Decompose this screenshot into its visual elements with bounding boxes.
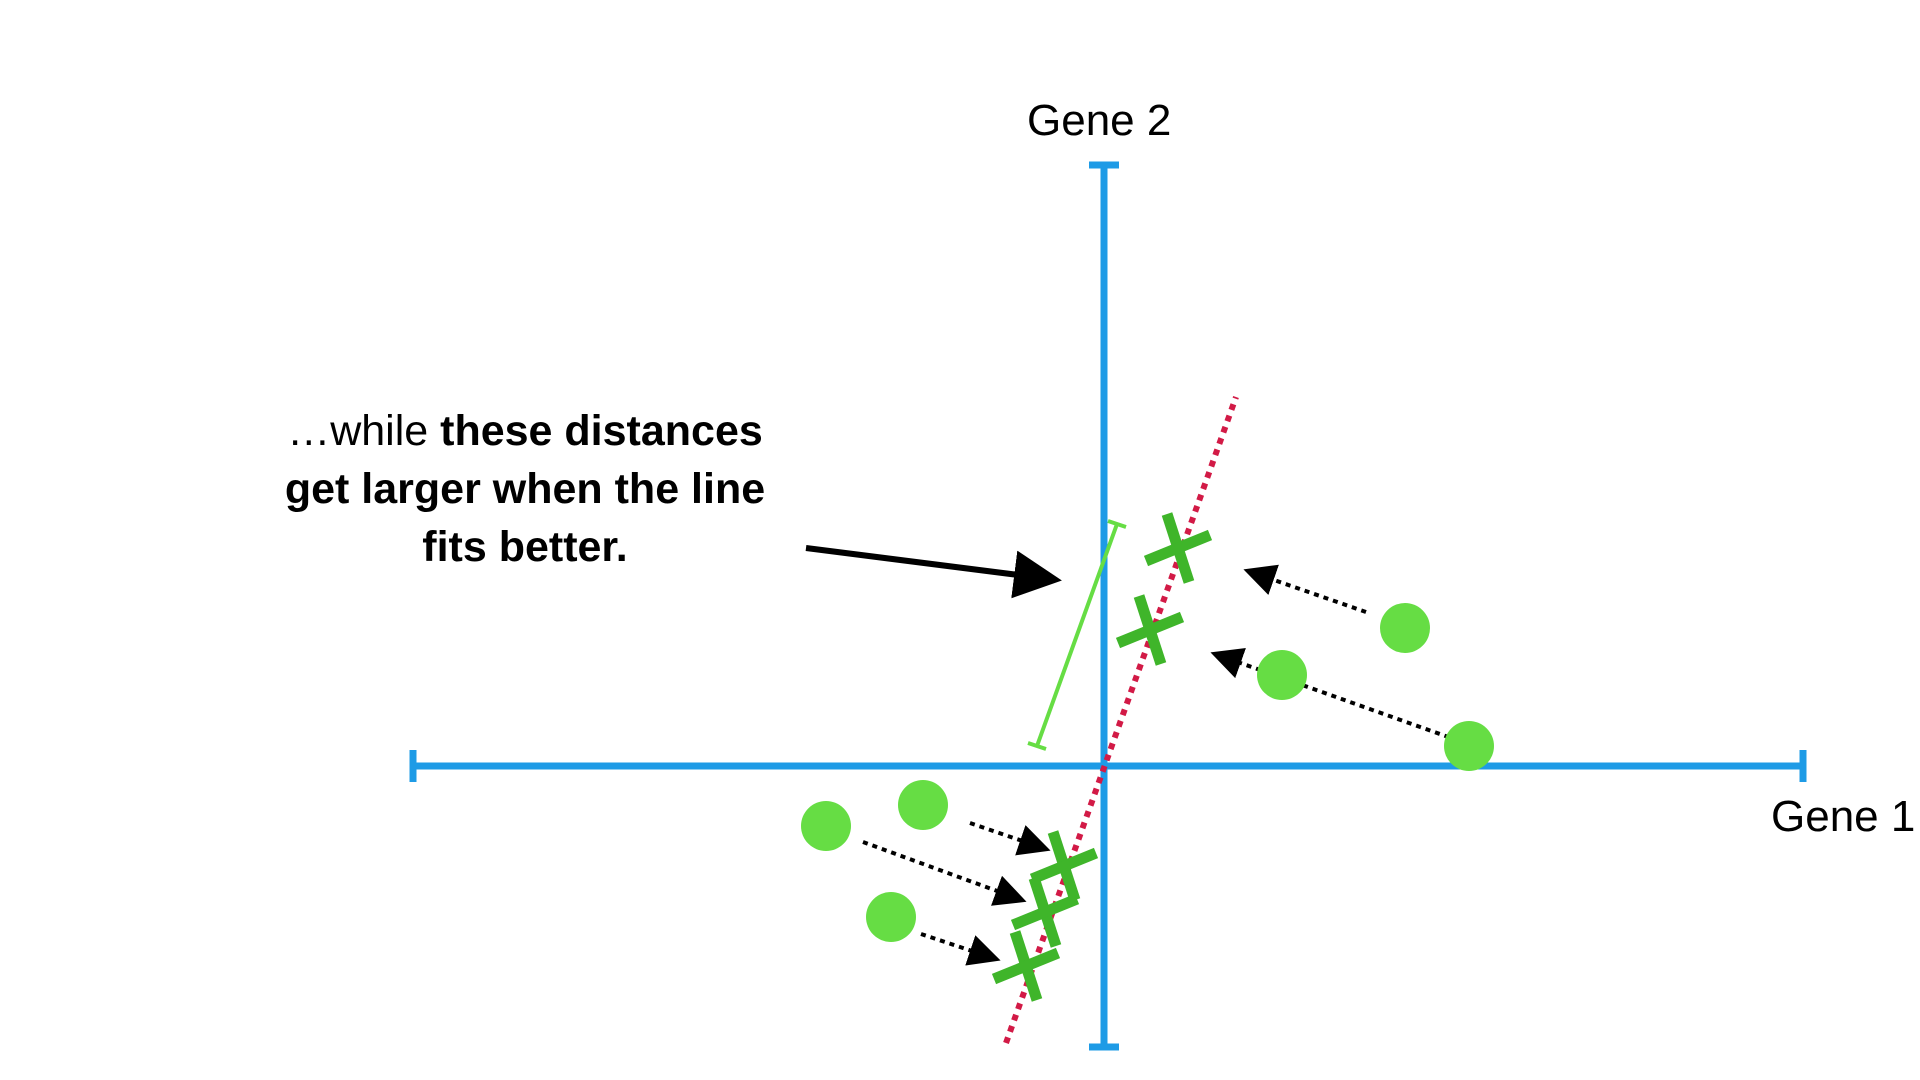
projection-arrow <box>862 840 1027 906</box>
projection-arrow <box>920 932 1001 966</box>
gene2-axis-label: Gene 2 <box>1027 96 1172 145</box>
projected-point-mark <box>1115 594 1185 666</box>
data-point <box>866 892 916 942</box>
annotation-lead: …while <box>287 407 441 455</box>
fit-line <box>1003 395 1239 1045</box>
annotation-bold-line-2: get larger when the line <box>284 465 766 513</box>
data-point <box>1444 721 1494 771</box>
distance-bar <box>1027 519 1127 751</box>
projected-point-mark <box>1143 512 1213 584</box>
projected-point-mark <box>991 930 1061 1002</box>
projection-arrow <box>1243 564 1367 614</box>
data-point <box>898 780 948 830</box>
annotation-bold-line-3: fits better. <box>422 523 628 571</box>
data-point <box>1380 603 1430 653</box>
projection-arrow <box>1210 647 1469 746</box>
projection-arrow <box>969 821 1051 856</box>
projected-point-mark <box>1010 876 1080 948</box>
gene1-axis <box>409 750 1807 782</box>
gene1-axis-label: Gene 1 <box>1771 792 1916 841</box>
annotation-text: …while these distances get larger when t… <box>230 402 820 576</box>
projected-point-mark <box>1029 830 1099 902</box>
data-point <box>1257 650 1307 700</box>
data-point <box>801 801 851 851</box>
annotation-pointer-arrow <box>805 545 1062 599</box>
annotation-bold-line-1: these distances <box>440 407 763 455</box>
gene2-axis <box>1089 161 1119 1051</box>
